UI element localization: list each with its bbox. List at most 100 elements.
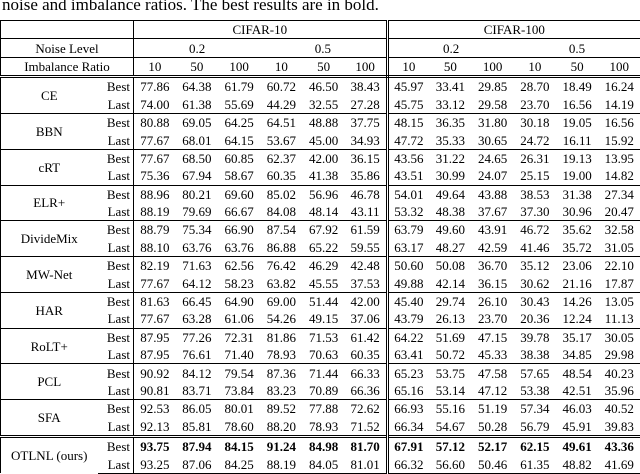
cell: 43.36 <box>598 436 640 455</box>
cell: 70.89 <box>303 382 345 400</box>
cell: 60.85 <box>218 149 260 167</box>
caption: noise and imbalance ratios. The best res… <box>0 0 640 20</box>
cell: 45.91 <box>556 418 598 437</box>
cell: 46.29 <box>303 257 345 275</box>
cell: 31.38 <box>556 185 598 203</box>
cell: 61.42 <box>345 328 387 346</box>
cell: 24.72 <box>514 131 556 149</box>
cell: 49.60 <box>429 221 471 239</box>
cell-value: 67.91 <box>394 439 423 454</box>
cell: 45.40 <box>387 292 429 310</box>
cell: 86.05 <box>176 400 218 418</box>
cell-value: 19.13 <box>563 151 592 166</box>
cell-value: 49.61 <box>563 439 592 454</box>
cell-value: 35.17 <box>563 330 592 345</box>
cell: 65.23 <box>387 364 429 382</box>
cell-value: 32.55 <box>309 97 338 112</box>
cell-value: 64.90 <box>225 294 254 309</box>
cell-value: 64.22 <box>394 330 423 345</box>
row-label: Last <box>98 96 134 114</box>
cell: 81.63 <box>134 292 176 310</box>
cell-value: 25.15 <box>520 168 549 183</box>
cell: 31.22 <box>429 149 471 167</box>
cell-value: 71.44 <box>309 366 338 381</box>
cell: 34.93 <box>345 131 387 149</box>
cell-value: 46.78 <box>351 187 380 202</box>
cell-value: 37.67 <box>478 204 507 219</box>
cell: 41.38 <box>303 167 345 185</box>
cell: 37.67 <box>472 203 514 221</box>
cell-value: 40.23 <box>605 366 634 381</box>
cell-value: 93.25 <box>140 457 169 472</box>
cell-value: 81.70 <box>351 439 380 454</box>
cell-value: 50.60 <box>394 258 423 273</box>
cell-value: 16.56 <box>605 115 634 130</box>
cell: 81.86 <box>260 328 302 346</box>
row-label: Best <box>98 328 134 346</box>
method-name: DivideMix <box>1 221 98 257</box>
cell: 27.34 <box>598 185 640 203</box>
dataset-header: CIFAR-100 <box>387 21 640 39</box>
cell-value: 27.28 <box>351 97 380 112</box>
cell-value: 29.74 <box>436 294 465 309</box>
cell-value: 63.17 <box>394 240 423 255</box>
cell-value: 32.58 <box>605 222 634 237</box>
cell: 77.67 <box>134 274 176 292</box>
cell-value: 84.08 <box>267 204 296 219</box>
cell-value: 31.80 <box>478 115 507 130</box>
cell-value: 66.93 <box>394 401 423 416</box>
row-label: Last <box>98 167 134 185</box>
cell-value: 19.00 <box>563 168 592 183</box>
cell: 80.01 <box>218 400 260 418</box>
cell: 78.60 <box>218 418 260 437</box>
cell-value: 87.95 <box>140 330 169 345</box>
cell: 60.35 <box>260 167 302 185</box>
cell-value: 30.18 <box>520 115 549 130</box>
cell-value: 88.20 <box>267 419 296 434</box>
cell: 30.43 <box>514 292 556 310</box>
cell-value: 63.76 <box>182 240 211 255</box>
cell: 32.58 <box>598 221 640 239</box>
cell-value: 42.48 <box>351 258 380 273</box>
cell: 88.19 <box>134 203 176 221</box>
row-label: Last <box>98 274 134 292</box>
cell: 35.72 <box>556 239 598 257</box>
cell: 42.48 <box>345 257 387 275</box>
cell: 75.36 <box>134 167 176 185</box>
cell: 38.43 <box>345 77 387 96</box>
cell-value: 80.88 <box>140 115 169 130</box>
cell-value: 73.84 <box>225 383 254 398</box>
cell-value: 77.67 <box>140 276 169 291</box>
cell-value: 65.22 <box>309 240 338 255</box>
cell-value: 43.88 <box>478 187 507 202</box>
cell: 46.78 <box>345 185 387 203</box>
cell: 90.92 <box>134 364 176 382</box>
cell: 66.45 <box>176 292 218 310</box>
cell-value: 48.38 <box>436 204 465 219</box>
cell-value: 48.82 <box>563 457 592 472</box>
cell: 78.93 <box>260 346 302 364</box>
cell-value: 58.67 <box>225 168 254 183</box>
row-label: Best <box>98 77 134 96</box>
row-label: Best <box>98 400 134 418</box>
cell: 68.01 <box>176 131 218 149</box>
cell-value: 48.14 <box>309 204 338 219</box>
cell-value: 51.19 <box>478 401 507 416</box>
cell-value: 88.96 <box>140 187 169 202</box>
cell-value: 71.63 <box>182 258 211 273</box>
cell: 82.19 <box>134 257 176 275</box>
cell: 33.12 <box>429 96 471 114</box>
cell: 48.15 <box>387 113 429 131</box>
cell: 47.58 <box>472 364 514 382</box>
cell-value: 61.38 <box>182 97 211 112</box>
cell: 71.63 <box>176 257 218 275</box>
cell-value: 67.92 <box>309 222 338 237</box>
cell: 48.14 <box>303 203 345 221</box>
cell: 70.63 <box>303 346 345 364</box>
cell: 57.65 <box>514 364 556 382</box>
cell: 43.56 <box>387 149 429 167</box>
cell: 87.36 <box>260 364 302 382</box>
cell-value: 35.96 <box>605 383 634 398</box>
